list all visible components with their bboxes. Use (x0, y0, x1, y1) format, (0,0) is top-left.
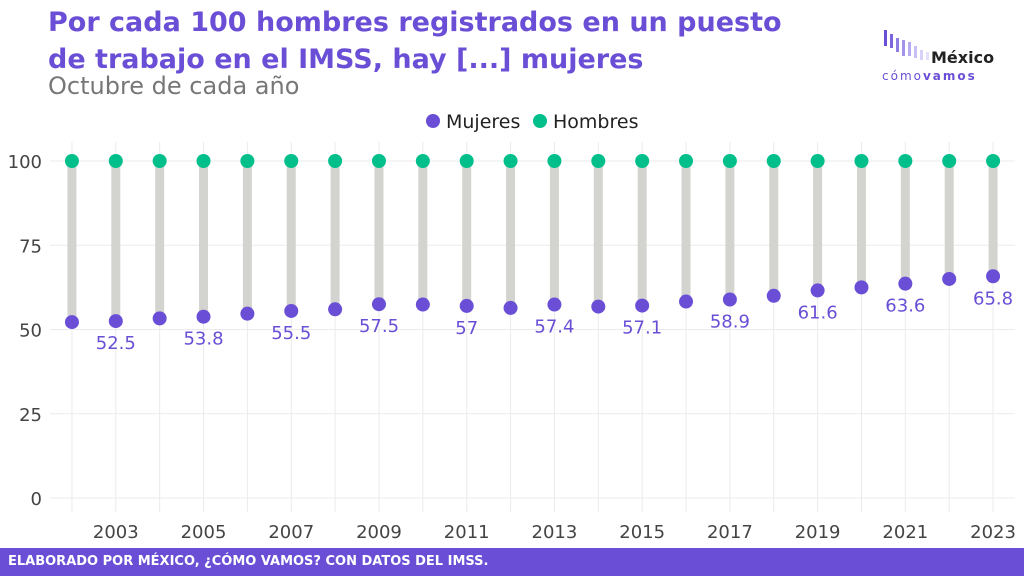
chart-subtitle: Octubre de cada año (48, 72, 300, 100)
data-label: 65.8 (973, 288, 1013, 309)
logo-bars-icon (884, 30, 929, 60)
hombres-point (503, 154, 518, 168)
hombres-point (854, 154, 869, 168)
x-tick-label: 2015 (619, 522, 665, 543)
data-label: 57.5 (359, 316, 399, 337)
hombres-point (64, 154, 79, 168)
mujeres-point (503, 300, 518, 315)
legend-marker (426, 114, 440, 128)
mujeres-point (766, 288, 781, 303)
x-tick-label: 2013 (532, 522, 578, 543)
x-tick-label: 2019 (795, 522, 841, 543)
x-tick-label: 2021 (882, 522, 928, 543)
data-label: 57 (455, 318, 478, 339)
x-tick-label: 2017 (707, 522, 753, 543)
hombres-point (591, 154, 606, 168)
logo-text-mexico: México (931, 48, 995, 67)
x-tick-label: 2007 (268, 522, 314, 543)
hombres-point (942, 154, 957, 168)
data-label: 57.1 (622, 318, 662, 339)
mujeres-point (810, 283, 825, 298)
legend-label: Hombres (553, 111, 638, 133)
data-label: 53.8 (183, 329, 223, 350)
mujeres-point (942, 271, 957, 286)
chart-title: Por cada 100 hombres registrados en un p… (48, 7, 782, 75)
mujeres-point (415, 297, 430, 312)
hombres-point (284, 154, 299, 168)
mujeres-point (898, 276, 913, 291)
mujeres-point (591, 299, 606, 314)
hombres-point (415, 154, 430, 168)
x-tick-label: 2003 (93, 522, 139, 543)
mujeres-point (152, 311, 167, 326)
hombres-point (810, 154, 825, 168)
data-label: 61.6 (798, 302, 838, 323)
logo-text-como: cómo (882, 69, 923, 83)
dumbbell-chart: 0 25 50 75 100 2003 2005 2007 2009 2011 2013 2015 20… (8, 111, 1016, 543)
mujeres-point (284, 303, 299, 318)
logo-text-como-vamos: cómovamos (882, 69, 977, 83)
logo-text-vamos: vamos (922, 69, 977, 83)
source-footer: ELABORADO POR MÉXICO, ¿CÓMO VAMOS? CON D… (0, 548, 1024, 576)
y-tick-label: 0 (31, 489, 42, 510)
hombres-point (371, 154, 386, 168)
hombres-point (152, 154, 167, 168)
mujeres-point (854, 280, 869, 295)
mujeres-point (722, 292, 737, 307)
mujeres-point (108, 314, 123, 329)
mujeres-point (547, 297, 562, 312)
y-tick-label: 75 (19, 236, 42, 257)
hombres-point (679, 154, 694, 168)
hombres-point (108, 154, 123, 168)
data-label: 55.5 (271, 323, 311, 344)
data-label: 57.4 (534, 317, 574, 338)
hombres-point (722, 154, 737, 168)
hombres-point (328, 154, 343, 168)
mujeres-point (459, 298, 474, 313)
data-label: 63.6 (885, 296, 925, 317)
y-tick-label: 25 (19, 405, 42, 426)
x-tick-label: 2009 (356, 522, 402, 543)
data-label: 58.9 (710, 312, 750, 333)
mujeres-point (64, 315, 79, 330)
hombres-point (766, 154, 781, 168)
hombres-point (240, 154, 255, 168)
hombres-point (986, 154, 1001, 168)
x-tick-label: 2011 (444, 522, 490, 543)
mujeres-point (196, 309, 211, 324)
hombres-point (459, 154, 474, 168)
hombres-point (898, 154, 913, 168)
x-tick-label: 2023 (970, 522, 1016, 543)
y-tick-label: 50 (19, 321, 42, 342)
data-label: 52.5 (96, 333, 136, 354)
mujeres-point (371, 297, 386, 312)
y-tick-label: 100 (8, 152, 42, 173)
mujeres-point (679, 294, 694, 309)
hombres-point (547, 154, 562, 168)
mujeres-point (635, 298, 650, 313)
x-tick-label: 2005 (181, 522, 227, 543)
legend-marker (533, 114, 547, 128)
mujeres-point (240, 306, 255, 321)
hombres-point (196, 154, 211, 168)
hombres-point (635, 154, 650, 168)
mujeres-point (328, 302, 343, 317)
legend-label: Mujeres (446, 111, 520, 133)
mexico-como-vamos-logo: México cómovamos (882, 26, 1012, 86)
mujeres-point (986, 269, 1001, 284)
